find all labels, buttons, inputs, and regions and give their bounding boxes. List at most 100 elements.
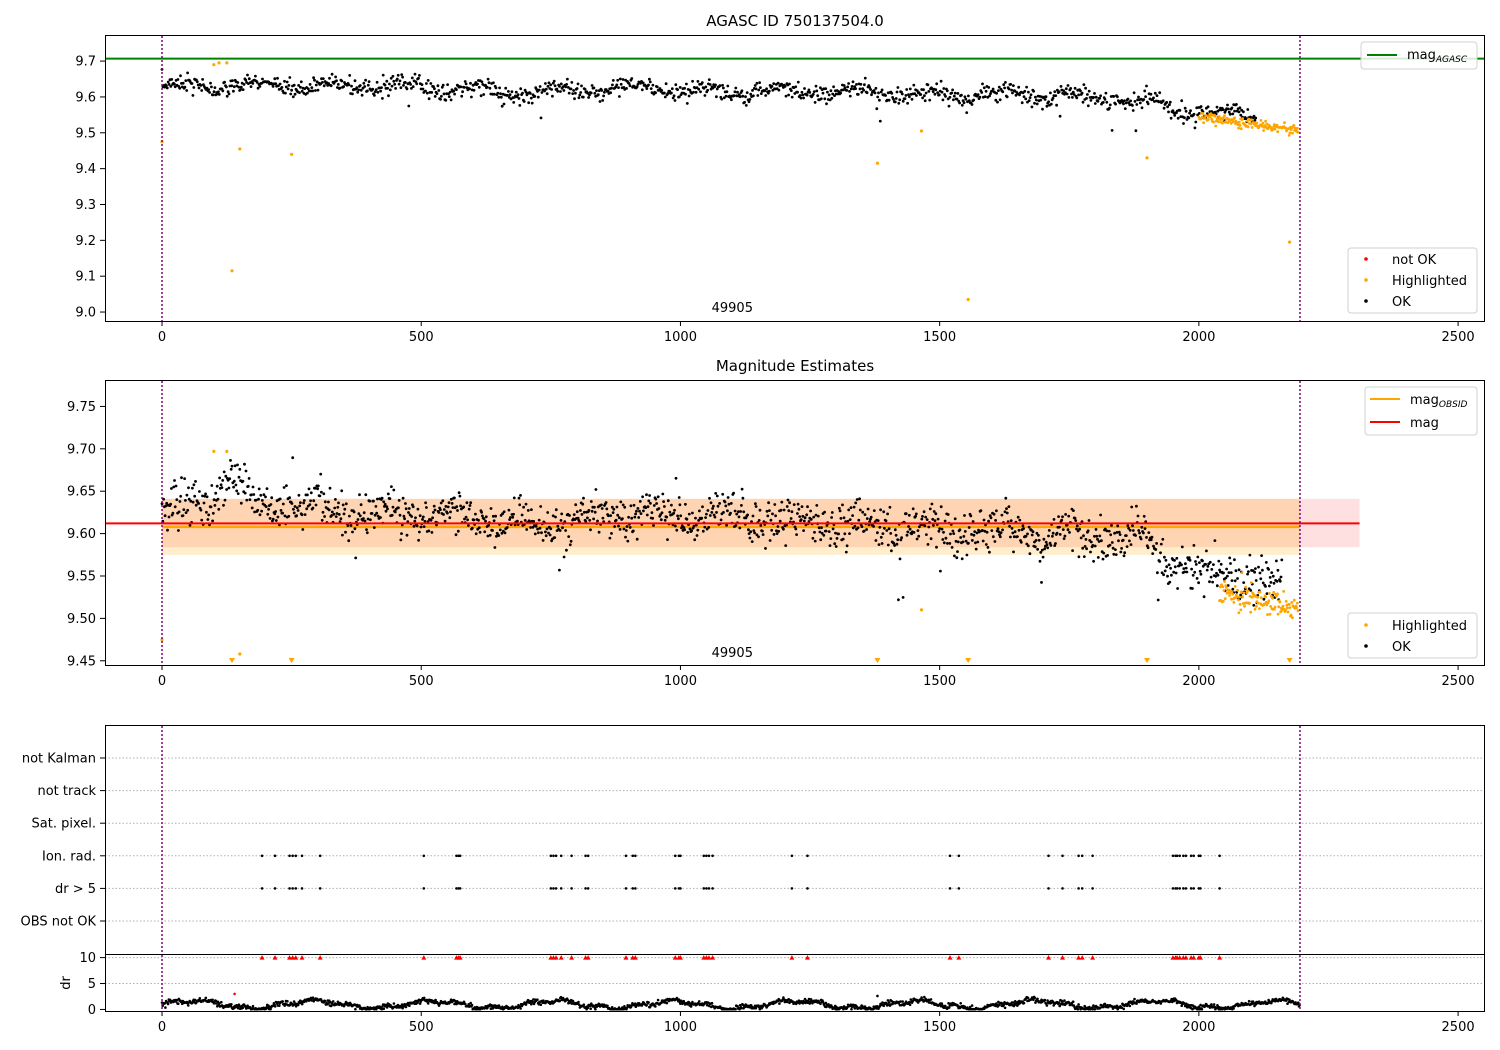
dr-point: [959, 1002, 962, 1005]
clipped-marker: [259, 955, 265, 960]
dr-point: [292, 1000, 296, 1003]
data-point-ok: [732, 94, 736, 98]
data-point-ok: [1110, 524, 1113, 527]
data-point-ok: [211, 93, 215, 97]
dr-point: [734, 1007, 737, 1011]
data-point-ok: [837, 532, 840, 536]
data-point-ok: [251, 82, 255, 85]
data-point-ok: [971, 520, 975, 523]
data-point-highlighted: [1218, 585, 1222, 589]
dr-point: [1026, 996, 1030, 1000]
data-point-ok: [366, 517, 370, 521]
data-point-ok: [1122, 554, 1126, 558]
data-point-ok: [716, 504, 720, 508]
data-point-ok: [224, 474, 228, 478]
vertical-markers: [161, 36, 1301, 321]
data-point-ok: [699, 90, 702, 94]
data-point-ok: [402, 514, 406, 518]
data-point-ok: [829, 89, 833, 93]
data-point-ok: [1072, 509, 1075, 512]
data-point-ok: [189, 499, 193, 503]
data-point-ok: [413, 72, 417, 76]
clipped-marker: [457, 955, 463, 960]
data-point-ok: [358, 514, 362, 518]
data-point-ok: [328, 76, 331, 80]
dr-point: [1122, 1007, 1125, 1011]
data-point-highlighted: [1230, 590, 1234, 594]
data-point-ok: [845, 544, 849, 548]
data-point-highlighted: [1221, 599, 1225, 603]
data-point-ok: [1184, 566, 1188, 570]
y-tick-label: 10: [79, 951, 96, 966]
flag-point: [705, 854, 708, 858]
data-point-ok: [436, 84, 440, 88]
data-point-ok: [242, 83, 246, 86]
data-point-highlighted: [919, 129, 924, 133]
data-point-highlighted: [1237, 611, 1241, 615]
data-point-ok: [321, 510, 325, 514]
data-point-ok: [187, 486, 190, 490]
data-point-ok: [222, 503, 225, 507]
dr-point: [273, 1005, 277, 1008]
flag-point: [318, 887, 322, 890]
data-point-ok: [680, 526, 683, 530]
data-point-ok: [617, 516, 621, 520]
data-point-ok: [751, 514, 755, 518]
data-point-ok: [455, 88, 458, 91]
dr-point: [375, 1007, 378, 1011]
flag-point: [300, 887, 304, 890]
data-point-ok: [284, 85, 288, 89]
data-point-ok: [688, 88, 692, 92]
data-point-ok: [816, 94, 820, 98]
dr-point: [1115, 1004, 1119, 1008]
data-point-ok: [499, 95, 503, 99]
data-point-ok: [460, 94, 464, 98]
data-point-ok: [935, 82, 939, 86]
data-point-ok: [1027, 99, 1031, 102]
data-point-ok: [686, 531, 690, 534]
dr-point: [886, 999, 890, 1002]
dr-point: [404, 1005, 408, 1009]
data-point-ok: [839, 517, 843, 520]
data-point-ok: [964, 97, 968, 101]
data-point-ok: [808, 91, 812, 94]
data-point-ok: [1183, 116, 1186, 120]
data-point-ok: [261, 77, 264, 81]
flag-point: [318, 854, 322, 858]
data-point-ok: [623, 505, 627, 509]
data-point-ok: [998, 98, 1002, 102]
data-point-ok: [749, 92, 753, 96]
data-point-highlighted: [1232, 601, 1236, 604]
data-point-ok: [941, 538, 945, 541]
data-point-ok: [308, 503, 312, 506]
data-point-ok: [394, 87, 397, 90]
data-point-ok: [463, 80, 467, 83]
data-point-ok: [765, 509, 769, 513]
y-tick-label: 0: [88, 1003, 96, 1018]
data-point-ok: [293, 92, 297, 96]
data-point-ok: [351, 92, 354, 96]
data-point-ok: [1173, 559, 1176, 562]
data-point-ok: [668, 510, 672, 514]
data-point-ok: [918, 525, 921, 529]
data-point-ok: [714, 492, 718, 495]
data-point-ok: [784, 94, 788, 98]
data-point-ok: [1114, 548, 1117, 551]
data-point-ok: [469, 501, 473, 505]
data-point-ok: [1045, 543, 1049, 547]
x-tick-label: 1500: [923, 330, 956, 345]
data-point-ok: [523, 519, 527, 522]
data-point-ok: [285, 484, 288, 487]
data-point-ok: [673, 524, 677, 528]
data-point-ok: [953, 554, 956, 558]
data-point-ok: [365, 528, 368, 531]
data-point-ok: [337, 513, 341, 516]
data-point-ok: [305, 507, 309, 511]
dr-point: [1063, 999, 1066, 1002]
data-point-ok: [1175, 556, 1179, 560]
data-point-ok: [1206, 565, 1210, 568]
data-point-ok: [768, 539, 772, 542]
data-point-ok: [1005, 507, 1008, 510]
data-point-ok: [1098, 534, 1102, 538]
